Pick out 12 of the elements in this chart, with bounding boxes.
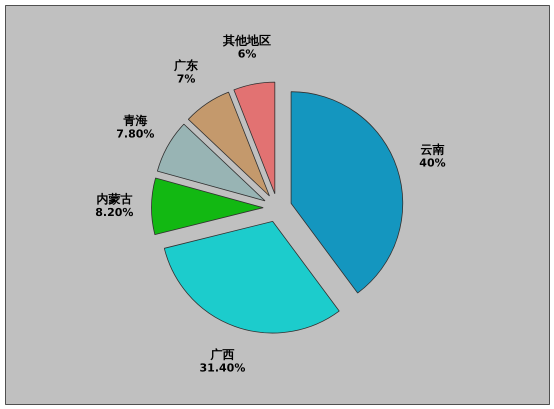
data-label: 8.20% bbox=[95, 206, 134, 219]
data-label: 31.40% bbox=[200, 361, 246, 374]
data-label: 40% bbox=[419, 156, 446, 170]
data-label: 7.80% bbox=[116, 128, 154, 141]
slice-label: 云南 bbox=[420, 142, 444, 157]
slice-label: 内蒙古 bbox=[96, 192, 132, 206]
slice-label: 广西 bbox=[209, 347, 234, 362]
data-label: 6% bbox=[238, 48, 256, 61]
slice-label: 广东 bbox=[173, 58, 198, 73]
slice-label: 青海 bbox=[122, 114, 148, 128]
slice-label: 其他地区 bbox=[222, 34, 272, 48]
data-label: 7% bbox=[176, 72, 196, 86]
